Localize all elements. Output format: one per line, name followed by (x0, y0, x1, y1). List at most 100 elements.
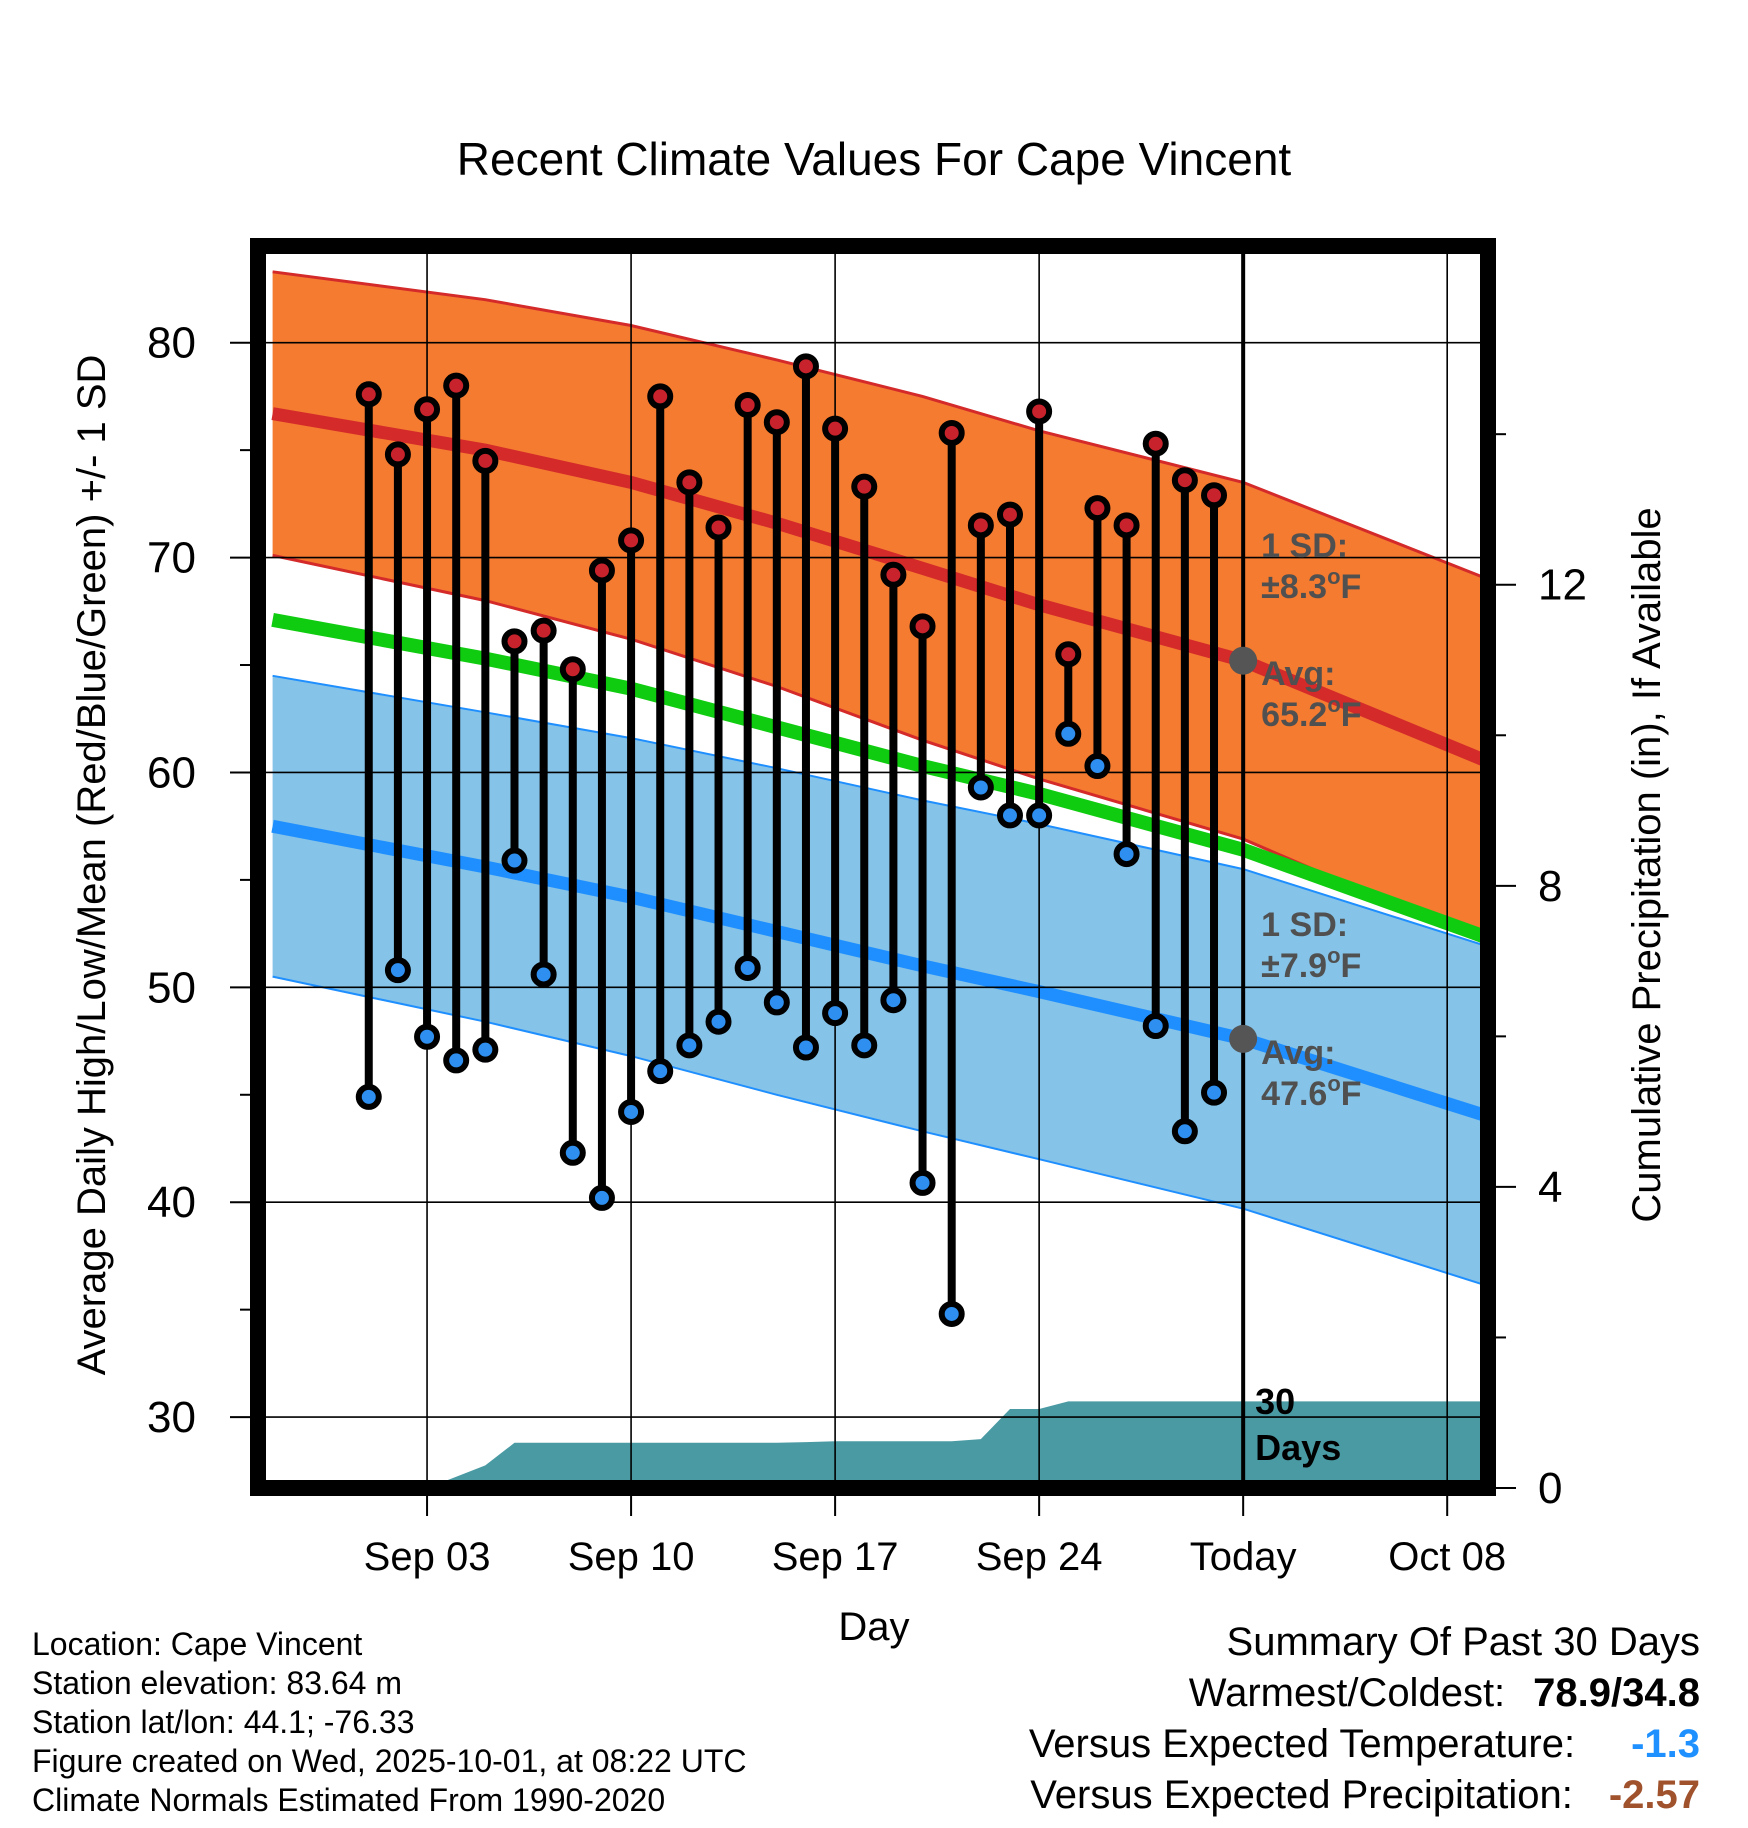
daily-high-point (559, 656, 586, 683)
daily-low-point (1201, 1079, 1228, 1106)
daily-high-point (384, 441, 411, 468)
high-avg-annotation: 65.2oF (1261, 692, 1361, 734)
summary-warm-cold-label: Warmest/Coldest: (1188, 1671, 1506, 1715)
daily-high-point (763, 409, 790, 436)
daily-low-point (530, 961, 557, 988)
figure-created: Figure created on Wed, 2025-10-01, at 08… (32, 1743, 747, 1779)
daily-low-point (734, 954, 761, 981)
mean-normal-line (271, 613, 1488, 945)
daily-low-point (1055, 720, 1082, 747)
daily-low-point (1171, 1118, 1198, 1145)
plot-frame (250, 238, 1496, 1496)
daily-high-point (530, 617, 557, 644)
daily-high-point (705, 514, 732, 541)
y2-tick-label: 8 (1538, 862, 1562, 911)
daily-high-point (938, 419, 965, 446)
daily-high-point (472, 447, 499, 474)
low-avg-annotation-title-value: Avg: (1261, 1034, 1335, 1072)
daily-high-point (1201, 482, 1228, 509)
daily-low-point (1026, 802, 1053, 829)
summary-precip-value: -2.57 (1608, 1773, 1700, 1817)
today-high-avg-marker (1229, 646, 1258, 675)
summary-temp-label: Versus Expected Temperature: (1028, 1722, 1576, 1766)
daily-low-point (588, 1184, 615, 1211)
low-sd-lower-edge (272, 975, 1488, 1287)
daily-low-point (880, 987, 907, 1014)
precip-area (368, 1401, 1488, 1488)
daily-high-point (676, 469, 703, 496)
low-sd-upper-edge (272, 674, 1488, 948)
daily-low-point (472, 1036, 499, 1063)
daily-high-point (967, 512, 994, 539)
x-tick-label: Oct 08 (1388, 1535, 1506, 1579)
summary-warm-cold: Warmest/Coldest: 78.9/34.8 (1189, 1671, 1700, 1716)
low-avg-annotation-degree: o (1327, 1071, 1340, 1096)
normals-period: Climate Normals Estimated From 1990-2020 (32, 1782, 666, 1818)
daily-low-point (414, 1023, 441, 1050)
daily-high-point (909, 613, 936, 640)
daily-high-point (822, 415, 849, 442)
daily-low-point (996, 802, 1023, 829)
daily-low-point (384, 957, 411, 984)
summary-precip-label: Versus Expected Precipitation: (1030, 1773, 1573, 1817)
daily-low-point (355, 1083, 382, 1110)
daily-high-point (443, 372, 470, 399)
high-avg-annotation-degree: o (1327, 692, 1340, 717)
summary-title: Summary Of Past 30 Days (1226, 1620, 1700, 1664)
daily-low-point (1084, 753, 1111, 780)
daily-high-point (1026, 398, 1053, 425)
high-sd-annotation-value: ±8.3 (1261, 568, 1327, 606)
station-location: Location: Cape Vincent (32, 1626, 363, 1662)
today-days-count: 30 (1255, 1381, 1295, 1422)
x-tick-label: Sep 10 (568, 1535, 695, 1579)
station-elevation: Station elevation: 83.64 m (32, 1665, 403, 1701)
daily-low-point (647, 1058, 674, 1085)
daily-low-point (1142, 1013, 1169, 1040)
y2-tick-label: 12 (1538, 561, 1587, 610)
station-latlon: Station lat/lon: 44.1; -76.33 (32, 1704, 415, 1740)
daily-high-point (618, 527, 645, 554)
low-sd-annotation-degree: o (1327, 943, 1340, 968)
daily-high-point (1055, 641, 1082, 668)
high-avg-annotation-unit: F (1341, 696, 1362, 734)
low-avg-annotation: 47.6oF (1261, 1071, 1361, 1113)
x-axis-label: Day (838, 1605, 909, 1649)
summary-warm-cold-value: 78.9/34.8 (1533, 1671, 1700, 1715)
y2-tick-label: 4 (1538, 1163, 1562, 1212)
daily-high-point (1113, 512, 1140, 539)
y-tick-label: 60 (147, 748, 196, 797)
y-tick-label: 80 (147, 319, 196, 368)
high-avg-annotation-title: Avg: (1261, 655, 1335, 693)
y-tick-label: 50 (147, 963, 196, 1012)
high-sd-annotation-degree: o (1327, 564, 1340, 589)
high-sd-annotation-unit: F (1341, 568, 1362, 606)
daily-high-point (996, 501, 1023, 528)
daily-high-point (851, 473, 878, 500)
daily-high-point (588, 557, 615, 584)
x-tick-label: Sep 03 (364, 1535, 491, 1579)
low-avg-annotation-value: 47.6 (1261, 1075, 1327, 1113)
low-sd-annotation-title-value: 1 SD: (1261, 906, 1348, 944)
daily-low-point (618, 1098, 645, 1125)
high-sd-upper-edge (272, 270, 1488, 581)
high-avg-annotation-title-value: Avg: (1261, 655, 1335, 693)
daily-low-point (909, 1169, 936, 1196)
high-sd-annotation: ±8.3oF (1261, 564, 1361, 606)
high-avg-annotation-value: 65.2 (1261, 696, 1327, 734)
daily-high-point (1084, 495, 1111, 522)
low-sd-annotation-unit: F (1341, 947, 1362, 985)
daily-low-point (443, 1047, 470, 1074)
low-sd-annotation: ±7.9oF (1261, 943, 1361, 985)
y-axis-label: Average Daily High/Low/Mean (Red/Blue/Gr… (70, 355, 114, 1376)
daily-low-point (1113, 841, 1140, 868)
daily-low-point (792, 1034, 819, 1061)
daily-low-point (559, 1139, 586, 1166)
y2-tick-label: 0 (1538, 1464, 1562, 1513)
daily-low-point (763, 989, 790, 1016)
daily-low-point (938, 1300, 965, 1327)
y-tick-label: 40 (147, 1178, 196, 1227)
summary-temp: Versus Expected Temperature: -1.3 (1029, 1722, 1700, 1767)
summary-temp-value: -1.3 (1631, 1722, 1700, 1766)
